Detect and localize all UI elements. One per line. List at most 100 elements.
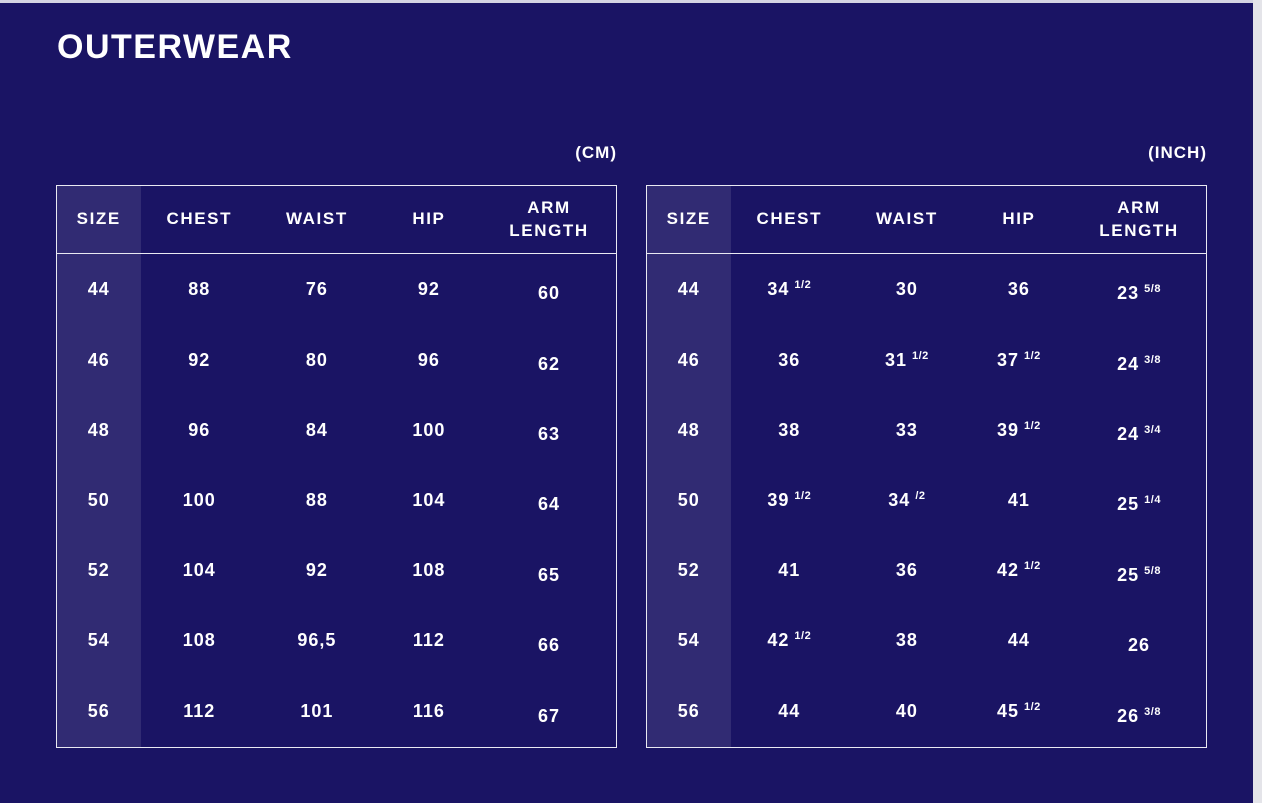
page-title: OUTERWEAR (57, 28, 293, 66)
size-cell: 50 (56, 465, 141, 536)
cell-value: 54 (87, 630, 110, 651)
value-cell: 34 1/2 (731, 254, 849, 325)
cell-value: 24 (1117, 354, 1140, 375)
cell-value: 62 (538, 354, 561, 375)
header-cell-arm-length: ARM LENGTH (509, 198, 589, 240)
page-scrollbar-track[interactable] (1253, 0, 1262, 803)
size-cell: 48 (646, 395, 731, 466)
value-cell: 88 (141, 254, 259, 325)
cm-unit-label: (CM) (575, 143, 617, 162)
value-cell: 25 5/8 (1072, 536, 1206, 606)
value-cell: 34/2 (848, 465, 966, 535)
cell-value: 50 (677, 489, 700, 510)
cell-value: 34 (888, 489, 911, 510)
value-cell: 112 (376, 606, 482, 676)
header-cell-chest: CHEST (166, 209, 233, 229)
page-top-edge (0, 0, 1262, 3)
cell-value: 104 (182, 560, 216, 581)
size-cell: 46 (646, 324, 731, 396)
cell-value: 104 (412, 489, 446, 510)
value-cell: 40 (848, 676, 966, 747)
header-cell-waist: WAIST (875, 209, 938, 229)
cell-value: 42 (767, 630, 790, 651)
value-cell: 41 (731, 536, 849, 606)
size-cell: 46 (56, 324, 141, 396)
cell-value: 33 (895, 419, 918, 440)
cell-fraction: 1/2 (1024, 560, 1041, 573)
cell-value: 39 (996, 419, 1019, 440)
header-cell-waist: WAIST (285, 209, 348, 229)
table-row: 54 42 1/2 38 44 26 (646, 605, 1207, 677)
value-cell: 101 (258, 676, 376, 747)
size-cell: 52 (56, 535, 141, 606)
table-row: 56 112 101 116 67 (56, 676, 617, 748)
cell-value: 48 (87, 419, 110, 440)
cell-value: 36 (895, 560, 918, 581)
cell-value: 41 (1007, 489, 1030, 510)
cell-value: 36 (778, 349, 801, 370)
table-row: 46 36 31 1/2 37 1/2 24 3/8 (646, 324, 1207, 396)
value-cell: 84 (258, 395, 376, 465)
value-cell: 41 (966, 465, 1072, 535)
value-cell: 108 (376, 536, 482, 606)
cell-value: 56 (87, 701, 110, 722)
table-row: 50 39 1/2 34/2 41 25 1/4 (646, 465, 1207, 536)
value-cell: 76 (258, 254, 376, 325)
cell-value: 100 (412, 419, 446, 440)
value-cell: 104 (141, 536, 259, 606)
table-row: 54 108 96,5 112 66 (56, 605, 617, 677)
cell-value: 100 (182, 489, 216, 510)
value-cell: 31 1/2 (848, 325, 966, 395)
value-cell: 64 (482, 465, 616, 535)
value-cell: 92 (376, 254, 482, 325)
cell-fraction: 1/2 (794, 489, 812, 502)
cm-header-row: SIZE CHEST WAIST HIP ARM LENGTH (56, 185, 617, 254)
cell-fraction: 1/2 (1024, 349, 1041, 362)
value-cell: 24 3/4 (1072, 395, 1206, 465)
value-cell: 100 (141, 465, 259, 535)
value-cell: 63 (482, 395, 616, 465)
cell-value: 25 (1117, 494, 1140, 515)
cell-value: 37 (996, 349, 1019, 370)
value-cell: 44 (966, 606, 1072, 676)
table-row: 46 92 80 96 62 (56, 324, 617, 396)
table-row: 50 100 88 104 64 (56, 465, 617, 536)
cell-value: 45 (996, 701, 1019, 722)
cell-value: 88 (305, 489, 328, 510)
table-row: 44 34 1/2 30 36 23 5/8 (646, 253, 1207, 325)
cell-value: 96 (188, 419, 211, 440)
cell-value: 112 (412, 630, 445, 651)
cell-value: 63 (538, 424, 561, 445)
value-cell: 36 (848, 536, 966, 606)
cell-value: 38 (895, 630, 918, 651)
value-cell: 36 (731, 325, 849, 395)
cell-value: 65 (538, 564, 561, 585)
cell-fraction: 1/2 (1024, 701, 1041, 714)
table-row: 44 88 76 92 60 (56, 253, 617, 325)
cm-size-table-block: (CM) SIZE CHEST WAIST HIP ARM LENGTH 44 88 76 9… (56, 141, 617, 748)
cell-value: 92 (305, 560, 328, 581)
cell-fraction: 1/2 (794, 630, 812, 643)
header-cell-chest: CHEST (756, 209, 823, 229)
inch-header-row: SIZE CHEST WAIST HIP ARM LENGTH (646, 185, 1207, 254)
cell-value: 50 (87, 489, 110, 510)
cell-value: 31 (884, 349, 907, 370)
value-cell: 96,5 (258, 606, 376, 676)
table-row: 48 38 33 39 1/2 24 3/4 (646, 395, 1207, 466)
table-row: 48 96 84 100 63 (56, 395, 617, 466)
value-cell: 38 (848, 606, 966, 676)
cell-value: 92 (417, 278, 440, 299)
cell-fraction: 1/4 (1144, 494, 1161, 507)
cell-value: 46 (677, 349, 700, 370)
value-cell: 30 (848, 254, 966, 325)
cell-value: 96 (417, 349, 440, 370)
value-cell: 116 (376, 676, 482, 747)
cell-value: 67 (538, 705, 561, 726)
cell-fraction: 3/8 (1144, 354, 1161, 367)
cell-value: 34 (767, 278, 790, 299)
cell-value: 54 (677, 630, 700, 651)
cell-value: 84 (305, 419, 328, 440)
value-cell: 38 (731, 395, 849, 465)
cell-value: 48 (677, 419, 700, 440)
